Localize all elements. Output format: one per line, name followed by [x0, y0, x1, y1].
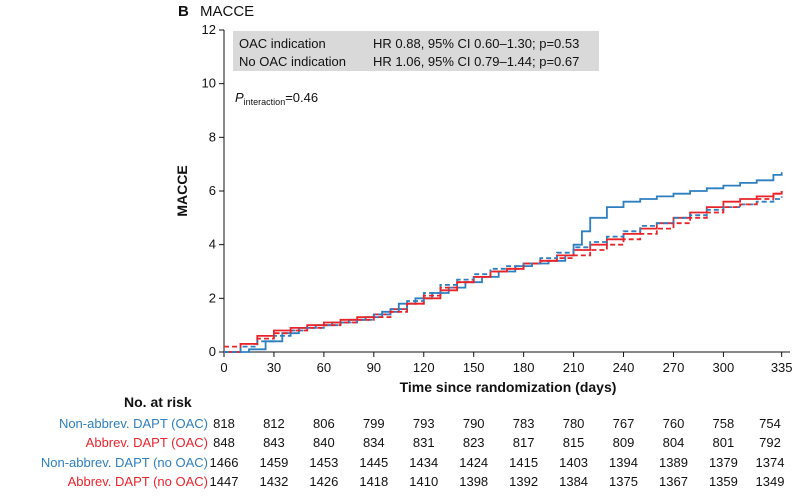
- risk-count: 793: [412, 416, 435, 431]
- x-tick-label: 120: [413, 360, 435, 375]
- p-symbol: P: [235, 90, 244, 105]
- y-tick-label: 10: [202, 76, 216, 91]
- risk-count: 1374: [755, 455, 785, 470]
- risk-count: 1392: [509, 474, 539, 489]
- x-tick-label: 150: [463, 360, 485, 375]
- risk-count: 1384: [559, 474, 589, 489]
- panel-letter: B: [178, 3, 189, 20]
- risk-count: 1459: [259, 455, 289, 470]
- hr-box: [233, 31, 599, 71]
- x-tick-label: 30: [267, 360, 281, 375]
- risk-table-title: No. at risk: [124, 394, 192, 410]
- risk-count: 1415: [509, 455, 539, 470]
- risk-count: 1424: [459, 455, 489, 470]
- x-tick-label: 335: [771, 360, 793, 375]
- x-axis-title: Time since randomization (days): [400, 379, 617, 395]
- series-line: [224, 196, 783, 353]
- x-tick-label: 300: [713, 360, 735, 375]
- risk-count: 804: [662, 435, 685, 450]
- y-tick-label: 6: [209, 183, 216, 198]
- risk-count: 1375: [609, 474, 638, 489]
- risk-count: 815: [562, 435, 585, 450]
- risk-count: 817: [512, 435, 535, 450]
- y-tick-label: 4: [209, 237, 216, 252]
- risk-count: 780: [562, 416, 585, 431]
- risk-row: Non-abbrev. DAPT (no OAC) 1466 1459 1453 144…: [0, 455, 793, 473]
- risk-count: 1447: [209, 474, 239, 489]
- x-tick-label: 180: [513, 360, 535, 375]
- series-line: [224, 191, 783, 348]
- risk-count: 809: [612, 435, 635, 450]
- p-value: =0.46: [285, 90, 318, 105]
- hr-row-2-label: No OAC indication: [239, 54, 346, 69]
- risk-count: 1389: [659, 455, 688, 470]
- risk-count: 792: [759, 435, 781, 450]
- risk-count: 806: [313, 416, 335, 431]
- risk-count: 1445: [359, 455, 389, 470]
- risk-count: 754: [759, 416, 781, 431]
- risk-row-label: Non-abbrev. DAPT (no OAC): [40, 455, 208, 470]
- x-tick-label: 60: [317, 360, 331, 375]
- x-tick-label: 90: [367, 360, 381, 375]
- risk-count: 823: [462, 435, 485, 450]
- risk-row-label: Non-abbrev. DAPT (OAC): [58, 416, 208, 431]
- risk-count: 812: [263, 416, 285, 431]
- y-axis-title: MACCE: [174, 165, 190, 216]
- risk-count: 831: [412, 435, 435, 450]
- y-tick-label: 2: [209, 290, 216, 305]
- risk-count: 1426: [309, 474, 339, 489]
- risk-row: Abbrev. DAPT (OAC) 848 843 840 834 831 823 817 8…: [0, 435, 793, 453]
- risk-count: 818: [213, 416, 235, 431]
- risk-count: 834: [362, 435, 385, 450]
- risk-count: 799: [362, 416, 385, 431]
- x-tick-label: 270: [663, 360, 685, 375]
- risk-count: 1434: [409, 455, 439, 470]
- risk-count: 760: [662, 416, 685, 431]
- risk-row-label: Abbrev. DAPT (no OAC): [67, 474, 208, 489]
- risk-count: 1432: [259, 474, 289, 489]
- risk-count: 1394: [609, 455, 638, 470]
- risk-row-label: Abbrev. DAPT (OAC): [85, 435, 208, 450]
- p-subscript: interaction: [244, 97, 286, 107]
- x-tick-label: 210: [563, 360, 585, 375]
- risk-count: 801: [712, 435, 735, 450]
- y-tick-label: 8: [209, 129, 216, 144]
- hr-row-2-text: HR 1.06, 95% CI 0.79–1.44; p=0.67: [373, 54, 579, 69]
- risk-count: 1349: [755, 474, 785, 489]
- risk-count: 1403: [559, 455, 589, 470]
- hr-row-1-label: OAC indication: [239, 36, 326, 51]
- risk-count: 840: [313, 435, 335, 450]
- risk-row: Abbrev. DAPT (no OAC) 1447 1432 1426 1418 141…: [0, 474, 793, 492]
- hr-row-1-text: HR 0.88, 95% CI 0.60–1.30; p=0.53: [373, 36, 579, 51]
- y-tick-label: 0: [209, 344, 216, 359]
- x-tick-label: 240: [613, 360, 635, 375]
- x-tick-label: 0: [220, 360, 227, 375]
- risk-row: Non-abbrev. DAPT (OAC) 818 812 806 799 793 790…: [0, 416, 793, 434]
- risk-count: 1359: [708, 474, 738, 489]
- p-interaction: Pinteraction=0.46: [235, 90, 318, 107]
- risk-count: 1367: [659, 474, 688, 489]
- risk-count: 1453: [309, 455, 339, 470]
- chart-title: MACCE: [200, 3, 254, 20]
- risk-count: 843: [263, 435, 285, 450]
- risk-count: 758: [712, 416, 735, 431]
- risk-count: 1418: [359, 474, 389, 489]
- risk-count: 1410: [409, 474, 439, 489]
- risk-count: 767: [612, 416, 635, 431]
- risk-count: 1379: [708, 455, 738, 470]
- risk-count: 1398: [459, 474, 489, 489]
- y-tick-label: 12: [202, 22, 216, 37]
- risk-count: 848: [213, 435, 235, 450]
- risk-count: 1466: [209, 455, 239, 470]
- risk-count: 790: [462, 416, 485, 431]
- risk-count: 783: [512, 416, 535, 431]
